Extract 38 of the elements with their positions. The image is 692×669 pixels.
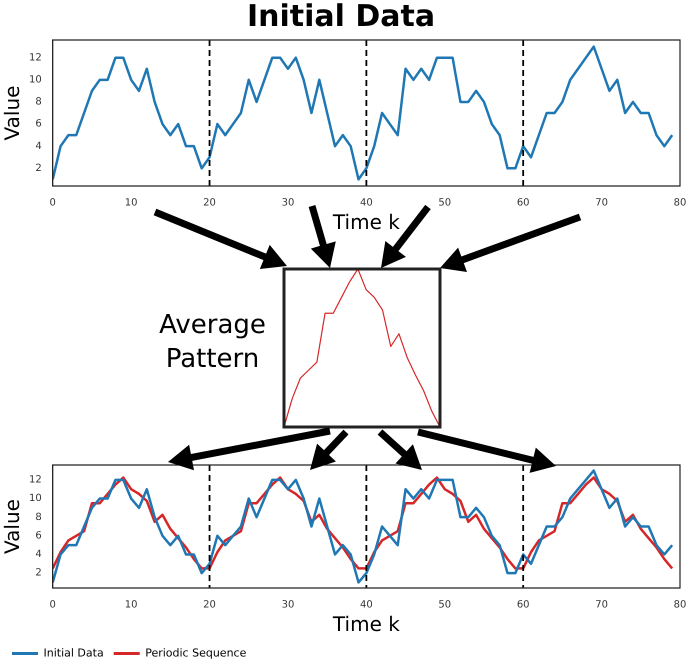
x-tick-label: 60 [516,198,530,209]
x-tick-label: 30 [282,600,294,611]
y-tick-label: 8 [35,96,42,108]
x-tick-label: 70 [595,600,608,611]
y-axis-title: Value [0,86,24,140]
x-tick-label: 20 [203,600,216,611]
y-tick-label: 10 [28,74,42,86]
y-tick-label: 4 [35,140,42,152]
x-axis-title: Time k [332,612,400,636]
x-tick-label: 10 [124,198,138,209]
y-tick-label: 6 [35,118,42,130]
x-tick-label: 0 [50,600,56,611]
text: Average Pattern [158,309,267,376]
x-tick-label: 50 [438,198,452,209]
chart-title: Initial Data [246,0,436,34]
x-tick-label: 70 [595,198,608,209]
y-tick-label: 12 [28,474,42,486]
x-tick-label: 80 [674,600,686,611]
x-tick-label: 50 [438,600,452,611]
x-tick-label: 40 [360,198,373,209]
y-tick-label: 6 [35,530,42,542]
x-tick-label: 20 [203,198,216,209]
x-tick-label: 30 [282,198,294,209]
x-tick-label: 60 [516,600,530,611]
x-tick-label: 80 [674,198,686,209]
y-tick-label: 8 [35,512,42,523]
x-tick-label: 0 [50,198,56,209]
legend-label: Initial Data [44,646,104,660]
legend-label: Periodic Sequence [145,646,247,660]
x-tick-label: 10 [124,600,138,611]
x-tick-label: 40 [360,600,373,611]
y-tick-label: 2 [35,162,42,174]
y-axis-title: Value [0,499,24,554]
x-axis-title: Time k [332,210,400,234]
y-tick-label: 10 [28,493,42,504]
y-tick-label: 2 [35,568,42,579]
y-tick-label: 4 [35,549,42,560]
y-tick-label: 12 [28,52,42,64]
